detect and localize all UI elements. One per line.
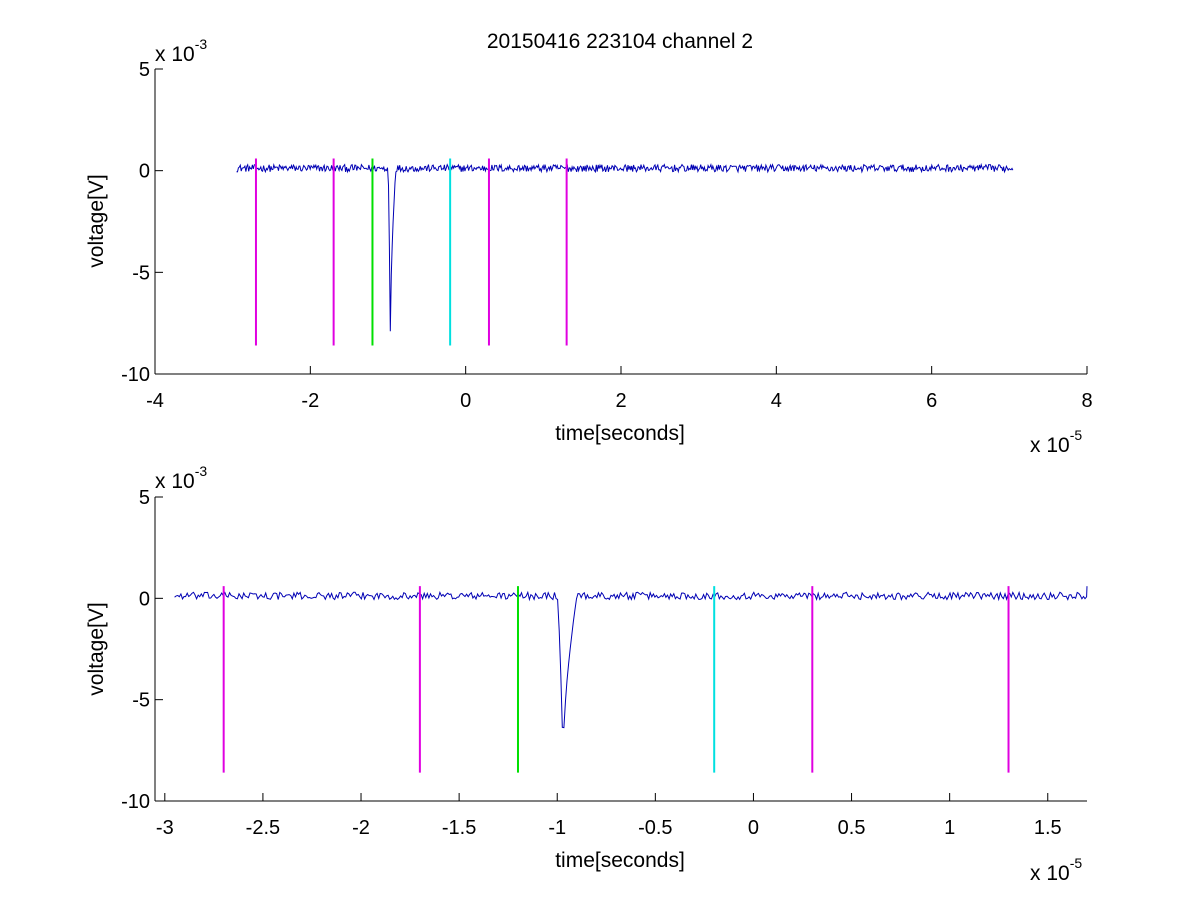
top-signal-trace: [236, 162, 1014, 332]
bottom-plot-axes: [154, 497, 1087, 802]
top-y-axis-label: voltage[V]: [85, 174, 108, 267]
bottom-x-tick-label: 0: [748, 817, 759, 839]
bottom-x-exponent-base: x 10: [1030, 862, 1070, 885]
top-y-tick-label: 5: [139, 59, 150, 81]
bottom-x-tick-label: -0.5: [638, 817, 672, 839]
bottom-plot: -3 -2.5 -2 -1.5 -1 -0.5 0 0.5 1 1.5 -10 -5 0 5 time[s…: [85, 463, 1088, 885]
top-y-tick-label: 0: [139, 161, 150, 183]
top-y-tick-label: -10: [121, 364, 150, 386]
top-x-tick-label: 2: [615, 390, 626, 412]
bottom-x-exponent-power: -5: [1070, 855, 1083, 871]
top-x-exponent: x 10-5: [1030, 427, 1082, 457]
top-y-tick-label: -5: [132, 262, 150, 284]
bottom-x-exponent: x 10-5: [1030, 855, 1082, 885]
top-y-exponent-power: -3: [195, 36, 208, 52]
bottom-x-tick-label: -3: [156, 817, 174, 839]
bottom-x-tick-label: -2.5: [246, 817, 280, 839]
bottom-x-tick-label: -1: [548, 817, 566, 839]
top-plot-content: [236, 158, 1014, 346]
top-y-exponent: x 10-3: [155, 36, 207, 66]
top-plot-ticks: -4 -2 0 2 4 6 8 -10 -5 0 5: [121, 59, 1092, 412]
bottom-plot-content: [174, 586, 1088, 773]
top-x-tick-label: 6: [926, 390, 937, 412]
bottom-x-tick-label: -2: [352, 817, 370, 839]
top-x-tick-label: -4: [146, 390, 164, 412]
bottom-y-exponent-power: -3: [195, 463, 208, 479]
bottom-signal-trace: [174, 586, 1088, 729]
chart-title: 20150416 223104 channel 2: [487, 30, 753, 53]
top-x-exponent-power: -5: [1070, 427, 1083, 443]
bottom-y-exponent: x 10-3: [155, 463, 207, 493]
bottom-y-tick-label: 0: [139, 588, 150, 610]
bottom-x-tick-label: 1: [944, 817, 955, 839]
bottom-y-tick-label: 5: [139, 487, 150, 509]
top-x-tick-label: 4: [771, 390, 782, 412]
top-x-tick-label: -2: [301, 390, 319, 412]
bottom-y-tick-label: -10: [121, 791, 150, 813]
bottom-x-tick-label: 1.5: [1034, 817, 1062, 839]
top-y-exponent-base: x 10: [155, 43, 195, 66]
top-x-tick-label: 0: [460, 390, 471, 412]
bottom-x-tick-label: -1.5: [442, 817, 476, 839]
bottom-plot-ticks: -3 -2.5 -2 -1.5 -1 -0.5 0 0.5 1 1.5 -10 -5 0 5: [121, 487, 1062, 839]
bottom-y-tick-label: -5: [132, 690, 150, 712]
bottom-y-axis-label: voltage[V]: [85, 602, 108, 695]
bottom-x-tick-label: 0.5: [838, 817, 866, 839]
bottom-y-exponent-base: x 10: [155, 470, 195, 493]
top-x-axis-label: time[seconds]: [555, 422, 685, 445]
top-plot: -4 -2 0 2 4 6 8 -10 -5 0 5 time[seconds] voltage[V…: [85, 36, 1093, 457]
top-x-exponent-base: x 10: [1030, 434, 1070, 457]
top-x-tick-label: 8: [1081, 390, 1092, 412]
bottom-x-axis-label: time[seconds]: [555, 849, 685, 872]
